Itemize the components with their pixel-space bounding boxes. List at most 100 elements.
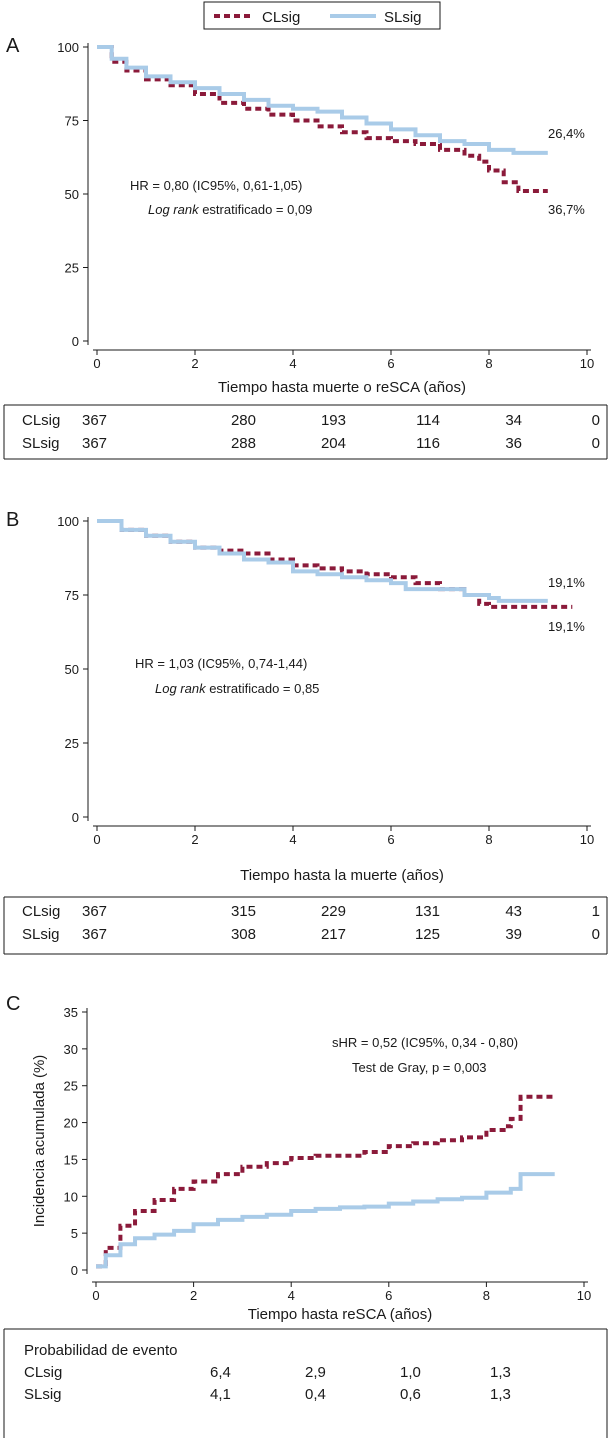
table-cell: 217 xyxy=(321,926,346,943)
series-line-clsig xyxy=(97,45,548,194)
y-tick-label: 10 xyxy=(64,1189,78,1204)
y-tick-label: 30 xyxy=(64,1042,78,1057)
table-title: Probabilidad de evento xyxy=(24,1342,177,1359)
y-tick-label: 5 xyxy=(71,1226,78,1241)
legend-label-slsig: SLsig xyxy=(384,9,422,26)
table-cell: 0,6 xyxy=(400,1386,421,1403)
annotation-part: HR = 0,80 (IC95%, 0,61-1,05) xyxy=(130,178,302,193)
y-tick-label: 50 xyxy=(65,187,79,202)
annotation-part: sHR = xyxy=(332,1035,372,1050)
x-tick-label: 0 xyxy=(93,832,100,847)
series-line-slsig xyxy=(97,45,548,155)
y-tick-label: 50 xyxy=(65,662,79,677)
table-cell: 1,0 xyxy=(400,1364,421,1381)
y-tick-label: 75 xyxy=(65,588,79,603)
table-cell: 193 xyxy=(321,412,346,429)
table-cell: 1,3 xyxy=(490,1364,511,1381)
table-cell: 204 xyxy=(321,435,346,452)
annotation-part: Test de Gray, p = 0,003 xyxy=(352,1060,487,1075)
y-tick-label: 35 xyxy=(64,1005,78,1020)
x-tick-label: 0 xyxy=(93,356,100,371)
y-tick-label: 0 xyxy=(72,810,79,825)
table-cell: 116 xyxy=(416,435,440,452)
table-cell: 0 xyxy=(592,435,600,452)
table-cell: 315 xyxy=(231,903,256,920)
table-cell: 114 xyxy=(416,412,440,429)
table-cell: 1,3 xyxy=(490,1386,511,1403)
x-axis-label: Tiempo hasta reSCA (años) xyxy=(248,1306,433,1323)
annotation-part: Log rank xyxy=(148,202,200,217)
x-tick-label: 0 xyxy=(92,1288,99,1303)
x-tick-label: 10 xyxy=(577,1288,591,1303)
end-label-clsig: 19,1% xyxy=(548,619,585,634)
y-tick-label: 0 xyxy=(72,334,79,349)
risk-table: Probabilidad de evento CLsig 6,4 2,9 1,0 1,3 S… xyxy=(3,1328,608,1438)
y-tick-label: 25 xyxy=(65,736,79,751)
end-label-slsig: 26,4% xyxy=(548,126,585,141)
legend-label-clsig: CLsig xyxy=(262,9,300,26)
x-axis-label: Tiempo hasta muerte o reSCA (años) xyxy=(218,379,466,396)
x-tick-label: 4 xyxy=(288,1288,295,1303)
stat-annotation: sHR = 0,52 (IC95%, 0,34 - 0,80) xyxy=(332,1035,518,1050)
table-cell: 288 xyxy=(231,435,256,452)
x-tick-label: 6 xyxy=(387,356,394,371)
annotation-part: HR = 1,03 (IC95%, 0,74-1,44) xyxy=(135,656,307,671)
y-tick-label: 20 xyxy=(64,1116,78,1131)
table-cell: 280 xyxy=(231,412,256,429)
table-cell: 131 xyxy=(415,903,440,920)
annotation-part: 0,52 (IC95%, 0,34 - 0,80) xyxy=(372,1035,518,1050)
y-tick-label: 0 xyxy=(71,1263,78,1278)
table-cell: 4,1 xyxy=(210,1386,231,1403)
panel-a: A 0 25 50 75 100 0 2 4 6 8 10 Tiempo hasta muerte o … xyxy=(3,35,608,460)
y-tick-label: 100 xyxy=(57,40,79,55)
stat-annotation: HR = 0,80 (IC95%, 0,61-1,05) xyxy=(130,178,302,193)
table-cell: 367 xyxy=(82,926,107,943)
series-line-slsig xyxy=(96,1172,555,1269)
table-cell: 308 xyxy=(231,926,256,943)
table-cell: 1 xyxy=(592,903,600,920)
x-tick-label: 2 xyxy=(190,1288,197,1303)
legend: CLsig SLsig xyxy=(203,1,441,30)
table-cell: 125 xyxy=(415,926,440,943)
y-tick-label: 25 xyxy=(65,261,79,276)
table-cell: 367 xyxy=(82,903,107,920)
table-cell: 6,4 xyxy=(210,1364,231,1381)
table-cell: 36 xyxy=(505,435,522,452)
x-tick-label: 10 xyxy=(580,832,594,847)
series-line-clsig xyxy=(96,1094,555,1269)
stat-annotation: Test de Gray, p = 0,003 xyxy=(352,1060,487,1075)
table-cell: 43 xyxy=(505,903,522,920)
table-cell: 0 xyxy=(592,926,600,943)
annotation-part: estratificado = 0,85 xyxy=(206,681,320,696)
table-row-label: CLsig xyxy=(24,1364,62,1381)
table-cell: 367 xyxy=(82,435,107,452)
y-tick-label: 100 xyxy=(57,514,79,529)
risk-table: CLsig 367 280 193 114 34 0 SLsig 367 288 204 116 36 0 xyxy=(3,404,608,460)
table-cell: 0 xyxy=(592,412,600,429)
series-line-slsig xyxy=(97,519,548,603)
table-cell: 39 xyxy=(505,926,522,943)
stat-annotation: HR = 1,03 (IC95%, 0,74-1,44) xyxy=(135,656,307,671)
y-axis-label: Incidencia acumulada (%) xyxy=(31,1055,48,1228)
table-cell: 34 xyxy=(505,412,522,429)
table-cell: 229 xyxy=(321,903,346,920)
table-row-label: SLsig xyxy=(22,435,60,452)
x-tick-label: 6 xyxy=(385,1288,392,1303)
table-cell: 0,4 xyxy=(305,1386,326,1403)
panel-c: C 0 5 10 15 20 25 30 35 0 2 4 6 8 10 Tiempo hasta reSCA… xyxy=(3,993,608,1438)
end-label-slsig: 19,1% xyxy=(548,575,585,590)
table-row-label: CLsig xyxy=(22,412,60,429)
x-tick-label: 6 xyxy=(387,832,394,847)
table-row-label: SLsig xyxy=(22,926,60,943)
panel-label: C xyxy=(6,993,20,1015)
table-row-label: SLsig xyxy=(24,1386,62,1403)
legend-box xyxy=(203,1,441,30)
x-tick-label: 8 xyxy=(483,1288,490,1303)
table-cell: 367 xyxy=(82,412,107,429)
x-tick-label: 8 xyxy=(485,832,492,847)
stat-annotation: Log rank estratificado = 0,09 xyxy=(148,202,312,217)
stat-annotation: Log rank estratificado = 0,85 xyxy=(155,681,319,696)
panel-label: B xyxy=(6,509,19,531)
